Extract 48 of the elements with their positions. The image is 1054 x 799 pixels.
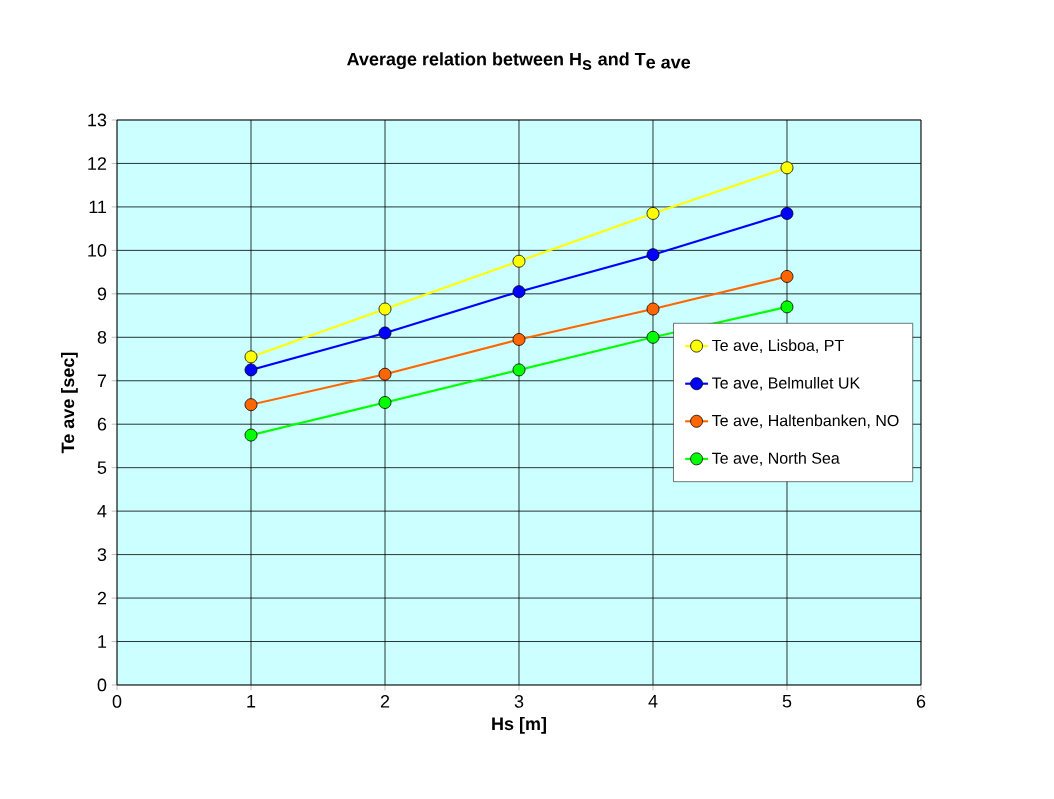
point bbox=[512, 285, 526, 299]
point bbox=[378, 302, 392, 316]
y-axis-title: Te ave [sec] bbox=[61, 352, 78, 454]
point bbox=[646, 330, 660, 344]
y-tick-label: 4 bbox=[97, 504, 107, 518]
y-tick-label: 9 bbox=[97, 287, 107, 301]
y-tick-label: 2 bbox=[97, 591, 107, 605]
x-axis-title: Hs [m] bbox=[492, 716, 546, 734]
point bbox=[780, 270, 794, 283]
y-tick-label: 6 bbox=[97, 417, 107, 431]
y-tick-label: 1 bbox=[98, 635, 107, 648]
x-tick-label: 4 bbox=[648, 695, 658, 708]
y-tick-label: 3 bbox=[97, 548, 107, 561]
legend-label: Te ave, Haltenbanken, NO bbox=[712, 414, 899, 429]
x-tick-label: 0 bbox=[112, 695, 122, 708]
point bbox=[780, 207, 794, 220]
y-tick-label: 0 bbox=[97, 678, 107, 692]
point bbox=[244, 350, 258, 364]
point bbox=[646, 248, 660, 262]
point bbox=[646, 207, 660, 220]
y-tick-label: 5 bbox=[97, 461, 107, 474]
chart-title: $\textbf{Average relation between H}_{\textbf{s}}\textbf{ and T}_{\textbf{e ave}}$ bbox=[347, 52, 691, 70]
y-tick-label: 10 bbox=[88, 244, 107, 257]
x-tick-label: 6 bbox=[916, 695, 926, 708]
y-tick-label: 8 bbox=[97, 330, 107, 344]
point bbox=[512, 254, 526, 268]
point bbox=[244, 428, 258, 442]
x-tick-label: 5 bbox=[782, 695, 792, 708]
y-tick-label: 13 bbox=[88, 113, 107, 127]
legend-label: Te ave, Lisboa, PT bbox=[712, 339, 844, 353]
legend-label: Te ave, North Sea bbox=[712, 452, 840, 466]
point bbox=[646, 302, 660, 316]
point bbox=[378, 367, 392, 381]
point bbox=[244, 398, 258, 412]
point bbox=[378, 326, 392, 340]
x-tick-label: 3 bbox=[514, 695, 524, 708]
point bbox=[512, 333, 526, 346]
y-tick-label: 12 bbox=[88, 157, 107, 170]
y-tick-label: 11 bbox=[89, 200, 107, 214]
point bbox=[780, 300, 794, 314]
x-tick-label: 1 bbox=[247, 695, 256, 708]
point bbox=[512, 363, 526, 377]
point bbox=[378, 396, 392, 409]
y-tick-label: 7 bbox=[97, 374, 107, 387]
point bbox=[780, 161, 794, 175]
point bbox=[244, 363, 258, 377]
x-tick-label: 2 bbox=[380, 695, 390, 708]
legend-label: Te ave, Belmullet UK bbox=[712, 376, 860, 391]
